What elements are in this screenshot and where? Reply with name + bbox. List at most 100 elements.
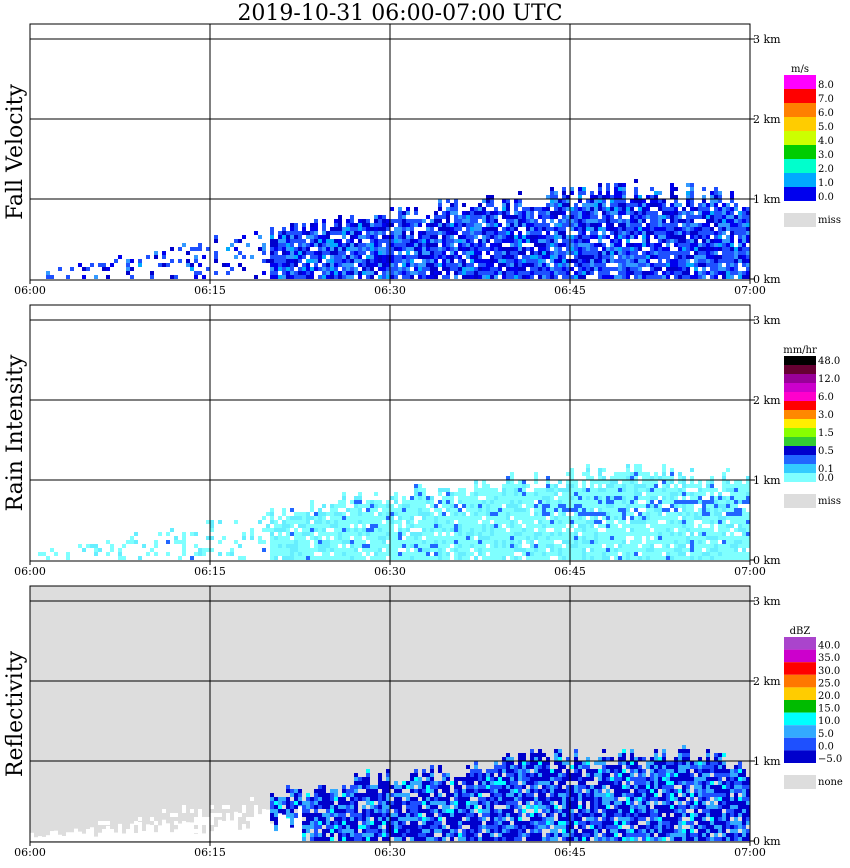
echo-cell	[502, 492, 506, 496]
echo-cell	[382, 805, 386, 809]
echo-cell	[702, 187, 706, 191]
echo-cell	[658, 488, 662, 492]
echo-cell	[414, 548, 418, 552]
echo-cell	[510, 532, 514, 536]
echo-cell	[534, 524, 538, 528]
echo-cell	[314, 243, 318, 247]
echo-cell	[622, 223, 626, 227]
echo-cell	[442, 544, 446, 548]
echo-cell	[706, 536, 710, 540]
echo-cell	[422, 520, 426, 524]
echo-cell	[590, 211, 594, 215]
echo-cell	[442, 275, 446, 279]
echo-cell	[494, 528, 498, 532]
echo-cell	[622, 496, 626, 500]
echo-cell	[210, 520, 214, 524]
echo-cell	[530, 247, 534, 251]
echo-cell	[554, 239, 558, 243]
echo-cell	[674, 544, 678, 548]
echo-cell	[494, 504, 498, 508]
echo-cell	[350, 797, 354, 801]
echo-cell	[338, 821, 342, 825]
echo-cell	[366, 789, 370, 793]
echo-cell	[566, 496, 570, 500]
echo-cell	[582, 231, 586, 235]
echo-cell	[470, 263, 474, 267]
echo-cell	[522, 271, 526, 275]
echo-cell	[706, 211, 710, 215]
echo-cell	[642, 496, 646, 500]
echo-cell	[654, 271, 658, 275]
echo-cell	[474, 821, 478, 825]
echo-cell	[706, 508, 710, 512]
echo-cell	[346, 219, 350, 223]
echo-cell	[602, 231, 606, 235]
echo-cell	[450, 837, 454, 841]
echo-cell	[534, 251, 538, 255]
echo-cell	[334, 548, 338, 552]
echo-cell	[218, 520, 222, 524]
echo-cell	[382, 227, 386, 231]
echo-cell	[286, 516, 290, 520]
echo-cell	[458, 809, 462, 813]
echo-cell	[362, 524, 366, 528]
echo-cell	[574, 207, 578, 211]
echo-cell	[358, 492, 362, 496]
echo-cell	[406, 239, 410, 243]
echo-cell	[354, 255, 358, 259]
echo-cell	[662, 223, 666, 227]
echo-cell	[370, 789, 374, 793]
echo-cell	[594, 219, 598, 223]
echo-cell	[658, 556, 662, 560]
echo-cell	[510, 227, 514, 231]
echo-cell	[386, 271, 390, 275]
echo-cell	[670, 263, 674, 267]
echo-cell	[274, 813, 278, 817]
echo-cell	[662, 211, 666, 215]
echo-cell	[598, 548, 602, 552]
echo-cell	[666, 548, 670, 552]
echo-cell	[630, 263, 634, 267]
echo-cell	[582, 263, 586, 267]
echo-cell	[626, 243, 630, 247]
echo-cell	[702, 544, 706, 548]
echo-cell	[554, 231, 558, 235]
echo-cell	[510, 504, 514, 508]
echo-cell	[658, 476, 662, 480]
echo-cell	[486, 484, 490, 488]
echo-cell	[594, 267, 598, 271]
echo-cell	[546, 480, 550, 484]
echo-cell	[310, 536, 314, 540]
echo-cell	[350, 825, 354, 829]
echo-cell	[634, 508, 638, 512]
echo-cell	[482, 552, 486, 556]
echo-cell	[698, 275, 702, 279]
echo-cell	[706, 548, 710, 552]
echo-cell	[678, 532, 682, 536]
echo-cell	[306, 813, 310, 817]
echo-cell	[654, 512, 658, 516]
echo-cell	[594, 243, 598, 247]
echo-cell	[570, 468, 574, 472]
echo-cell	[330, 833, 334, 837]
echo-cell	[270, 528, 274, 532]
echo-cell	[302, 247, 306, 251]
echo-cell	[134, 532, 138, 536]
echo-cell	[562, 259, 566, 263]
echo-cell	[202, 275, 206, 279]
echo-cell	[194, 829, 198, 833]
echo-cell	[334, 805, 338, 809]
echo-cell	[666, 544, 670, 548]
echo-cell	[334, 223, 338, 227]
echo-cell	[126, 267, 130, 271]
echo-cell	[42, 552, 46, 556]
echo-cell	[662, 480, 666, 484]
echo-cell	[550, 508, 554, 512]
echo-cell	[714, 195, 718, 199]
echo-cell	[634, 203, 638, 207]
echo-cell	[454, 785, 458, 789]
echo-cell	[674, 187, 678, 191]
echo-cell	[326, 247, 330, 251]
echo-cell	[670, 540, 674, 544]
echo-cell	[674, 540, 678, 544]
